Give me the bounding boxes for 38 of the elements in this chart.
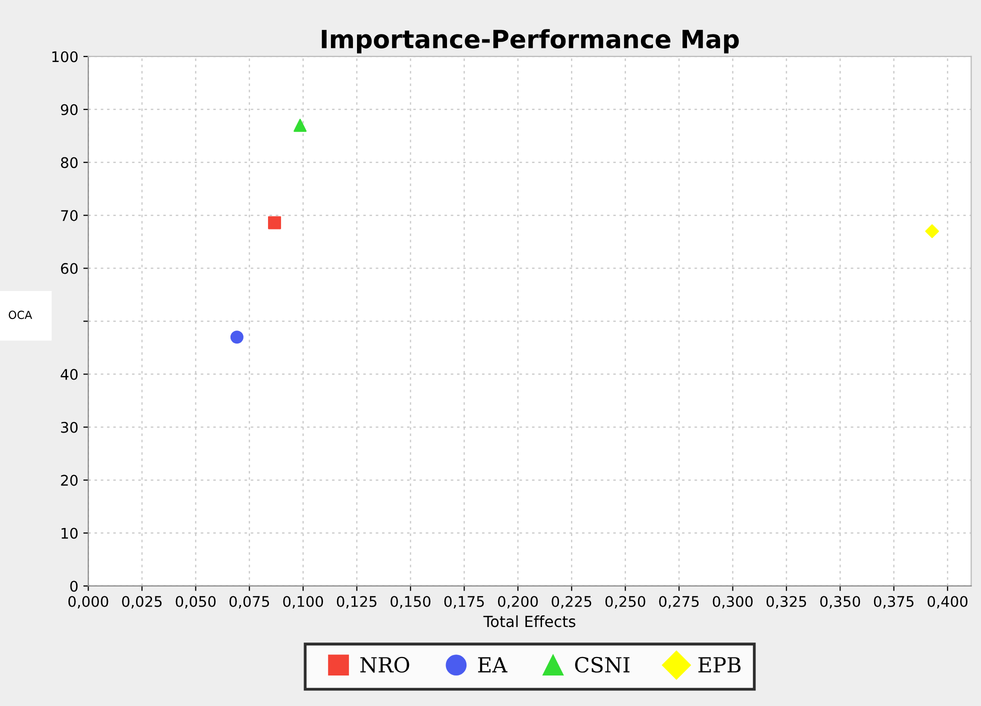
y-tick-label: 10: [62, 528, 78, 539]
legend-label: CSNI: [575, 656, 630, 673]
chart-title: Importance-Performance Map: [322, 29, 739, 54]
x-tick-label: 0,000: [68, 596, 108, 608]
x-tick-label: 0,025: [122, 596, 162, 608]
y-tick-label: 40: [60, 368, 78, 380]
x-tick-label: 0,350: [820, 596, 860, 608]
y-tick-label: 30: [61, 422, 78, 433]
x-axis-title: Total Effects: [483, 615, 576, 628]
x-tick-label: 0,400: [928, 596, 968, 608]
legend-label: EPB: [698, 657, 741, 672]
x-tick-label: 0,250: [605, 596, 646, 608]
legend-label: EA: [478, 657, 508, 672]
y-tick-label: 90: [60, 104, 78, 116]
x-tick-label: 0,050: [176, 596, 216, 608]
x-tick-label: 0,175: [444, 596, 484, 608]
y-tick-label: 80: [61, 157, 78, 168]
x-tick-label: 0,325: [766, 596, 806, 608]
y-tick-label: 70: [61, 210, 78, 222]
point: [294, 118, 307, 132]
x-tick-label: 0,075: [229, 596, 270, 608]
x-tick-label: 0,150: [390, 596, 430, 608]
y-tick-label: 0: [70, 580, 78, 592]
x-tick-label: 0,275: [659, 596, 699, 608]
x-tick-label: 0,300: [712, 596, 753, 608]
y-tick-label: 20: [61, 474, 78, 486]
point: [230, 330, 244, 344]
x-tick-label: 0,200: [498, 596, 538, 608]
y-tick-label: 100: [52, 51, 78, 62]
x-tick-label: 0,100: [283, 596, 324, 608]
point: [925, 224, 939, 238]
x-tick-label: 0,375: [874, 596, 914, 608]
legend-label: NRO: [360, 656, 410, 673]
y-axis-title: OCA: [8, 310, 32, 320]
point: [268, 216, 282, 230]
x-tick-label: 0,125: [336, 596, 376, 608]
x-tick-label: 0,225: [552, 596, 592, 608]
y-tick-label: 60: [61, 262, 78, 274]
